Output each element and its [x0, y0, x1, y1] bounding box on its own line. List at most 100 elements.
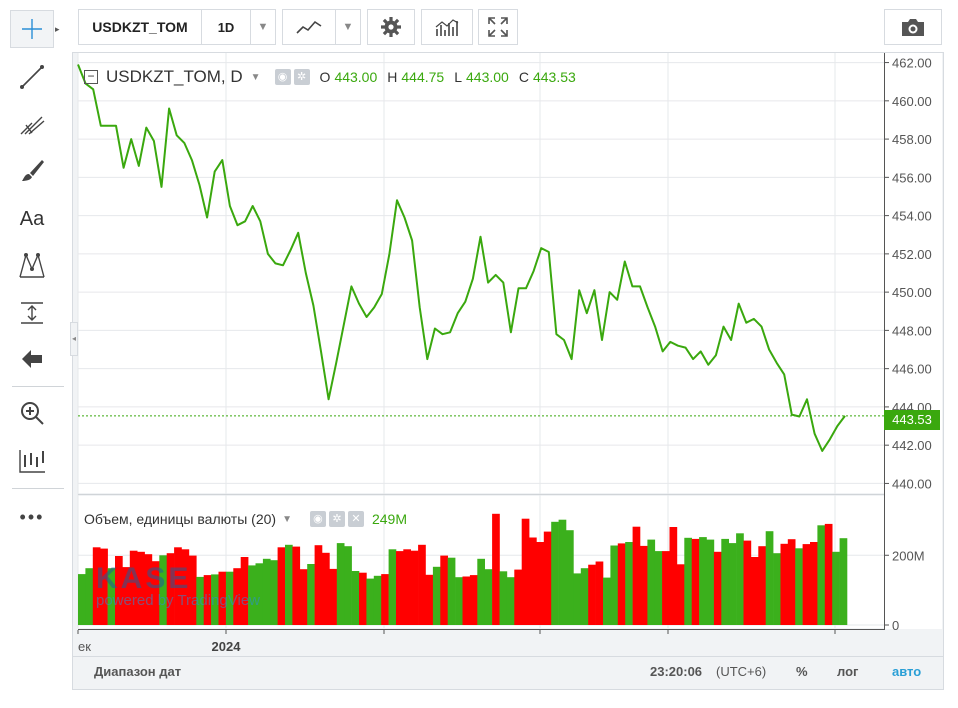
- timezone-label[interactable]: (UTC+6): [716, 664, 767, 679]
- snapshot-button[interactable]: [884, 9, 942, 45]
- volume-bar: [211, 574, 219, 625]
- low-label: L: [454, 69, 463, 85]
- chart-style-button[interactable]: [282, 9, 336, 45]
- volume-bars: [78, 513, 848, 625]
- volume-bar: [129, 550, 138, 625]
- measure-icon[interactable]: [10, 294, 54, 332]
- volume-bar: [551, 521, 559, 625]
- volume-bar: [514, 569, 522, 625]
- volume-bar: [750, 557, 759, 625]
- log-toggle[interactable]: лог: [837, 664, 859, 679]
- fullscreen-button[interactable]: [478, 9, 518, 45]
- indicators-button[interactable]: [421, 9, 473, 45]
- text-tool-icon[interactable]: Aa: [19, 207, 45, 230]
- price-tick-label: 460.00: [892, 94, 932, 109]
- clock-time: 23:20:06: [650, 664, 703, 679]
- eye-icon[interactable]: ◉: [309, 511, 326, 527]
- time-tick-label: ек: [78, 639, 91, 654]
- volume-bar: [366, 578, 375, 625]
- volume-bar: [351, 571, 360, 625]
- interval-dropdown[interactable]: ▼: [250, 9, 276, 45]
- pitchfork-icon[interactable]: [10, 104, 54, 142]
- trend-line-icon[interactable]: [10, 58, 54, 96]
- chart-style-dropdown[interactable]: ▼: [335, 9, 361, 45]
- volume-bar: [684, 537, 692, 625]
- volume-bar: [418, 544, 426, 625]
- watermark-powered: powered by TradingView: [96, 592, 260, 609]
- volume-bar: [144, 554, 153, 625]
- collapse-toolbar-handle[interactable]: ◂: [70, 322, 78, 356]
- top-toolbar: USDKZT_TOM 1D ▼ ▼: [0, 0, 958, 52]
- volume-bar: [307, 564, 315, 625]
- price-series-line: [77, 64, 846, 452]
- legend-title[interactable]: USDKZT_TOM, D: [106, 67, 243, 86]
- volume-bar: [691, 538, 700, 625]
- volume-bar: [773, 553, 781, 625]
- chevron-down-icon[interactable]: ▼: [282, 513, 292, 525]
- price-tick-label: 450.00: [892, 285, 932, 300]
- volume-legend: Объем, единицы валюты (20) ▼ ◉ ✲ ✕ 249M: [84, 508, 407, 530]
- volume-bar: [536, 542, 545, 625]
- settings-button[interactable]: [367, 9, 415, 45]
- volume-bar: [122, 567, 131, 625]
- volume-bar: [270, 560, 278, 625]
- volume-bar: [403, 549, 411, 625]
- volume-bar: [373, 575, 382, 625]
- volume-bar: [795, 548, 803, 625]
- volume-bar: [529, 537, 537, 625]
- volume-bar: [736, 533, 744, 625]
- zoom-in-icon[interactable]: [10, 394, 54, 432]
- volume-bar: [203, 575, 212, 625]
- volume-bar: [647, 539, 656, 625]
- chevron-down-icon[interactable]: ▼: [250, 71, 261, 83]
- pattern-icon[interactable]: [10, 246, 54, 284]
- drawing-toolbar: ▸ Aa •••: [0, 0, 68, 708]
- expand-arrow-icon[interactable]: ▸: [55, 24, 60, 34]
- price-tick-label: 458.00: [892, 132, 932, 147]
- interval-button[interactable]: 1D: [201, 9, 251, 45]
- auto-toggle[interactable]: авто: [892, 664, 922, 679]
- volume-bar: [396, 551, 404, 625]
- gear-icon[interactable]: ✲: [293, 69, 310, 85]
- chevron-down-icon: ▼: [342, 21, 354, 33]
- volume-bar: [839, 538, 848, 625]
- close-label: C: [518, 69, 529, 85]
- crosshair-icon[interactable]: [10, 10, 54, 48]
- more-icon[interactable]: •••: [19, 506, 45, 527]
- last-price-label: 443.53: [884, 410, 940, 430]
- volume-bar: [654, 551, 663, 625]
- volume-bar: [462, 576, 471, 625]
- volume-bar: [802, 544, 811, 625]
- bottom-bar: Диапазон дат 23:20:06 (UTC+6) % лог авто: [72, 656, 944, 686]
- back-arrow-icon[interactable]: [10, 340, 54, 378]
- volume-bar: [181, 549, 190, 625]
- percent-toggle[interactable]: %: [796, 664, 808, 679]
- price-tick-label: 462.00: [892, 56, 932, 71]
- volume-bar: [492, 513, 500, 625]
- close-icon[interactable]: ✕: [347, 511, 364, 527]
- interval-label: 1D: [217, 19, 235, 35]
- collapse-legend-icon[interactable]: −: [84, 70, 98, 84]
- volume-bar: [410, 550, 419, 625]
- brush-icon[interactable]: [10, 152, 54, 190]
- volume-bar: [196, 576, 204, 625]
- volume-bar: [85, 568, 94, 625]
- volume-tick-label: 200M: [892, 548, 925, 563]
- symbol-button[interactable]: USDKZT_TOM: [78, 9, 202, 45]
- volume-bar: [521, 518, 530, 625]
- date-range-button[interactable]: Диапазон дат: [94, 664, 182, 679]
- eye-icon[interactable]: ◉: [274, 69, 291, 85]
- time-tick-label: 2024: [212, 639, 242, 654]
- volume-legend-title[interactable]: Объем, единицы валюты (20): [84, 511, 277, 527]
- volume-bar: [92, 547, 101, 625]
- chart-scale-icon[interactable]: [10, 442, 54, 480]
- volume-bar: [240, 557, 249, 625]
- volume-bar: [580, 568, 589, 625]
- volume-bar: [78, 574, 86, 625]
- gear-icon[interactable]: ✲: [328, 511, 345, 527]
- kase-watermark: KASE powered by TradingView: [96, 562, 260, 609]
- volume-bar: [388, 549, 397, 625]
- volume-bar: [166, 553, 175, 625]
- price-tick-label: 448.00: [892, 323, 932, 338]
